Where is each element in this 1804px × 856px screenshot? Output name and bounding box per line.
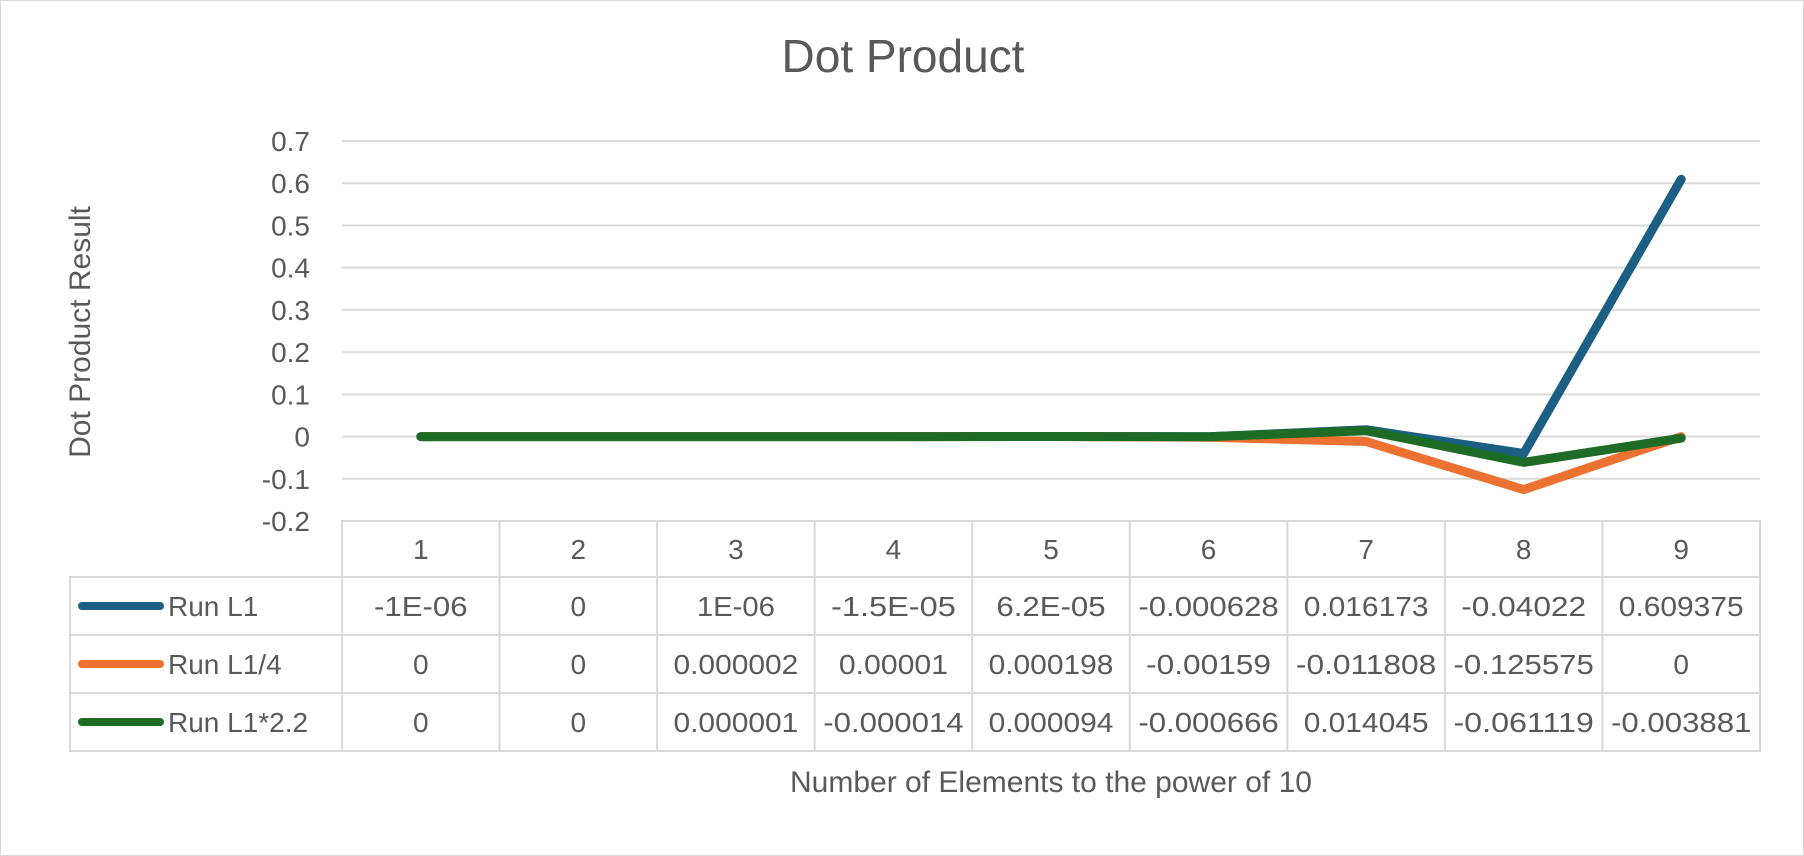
y-tick-label: -0.2 [262,506,310,537]
x-tick-label: 8 [1516,534,1532,565]
data-label: -1E-06 [374,591,468,622]
data-label: 0.000002 [673,649,798,680]
y-tick-label: 0.4 [271,253,310,284]
data-label: -0.003881 [1611,707,1751,738]
y-axis-title: Dot Product Result [64,205,97,457]
x-tick-label: 6 [1201,534,1217,565]
legend-label: Run L1*2.2 [168,707,308,738]
data-label: 0 [413,707,429,738]
data-label: -0.000666 [1138,707,1278,738]
data-label: 1E-06 [697,591,775,622]
data-label: -0.000014 [823,707,963,738]
data-label: 0.014045 [1304,707,1429,738]
x-axis-title: Number of Elements to the power of 10 [790,766,1312,799]
series-line [416,426,1686,467]
x-tick-label: 3 [728,534,744,565]
y-tick-label: 0.1 [271,379,310,410]
data-label: -1.5E-05 [831,591,956,622]
chart-title: Dot Product [782,30,1025,82]
x-tick-label: 9 [1673,534,1689,565]
x-tick-label: 1 [413,534,429,565]
y-tick-label: 0.2 [271,337,310,368]
data-label: 0.016173 [1304,591,1429,622]
y-tick-label: 0.5 [271,210,310,241]
y-tick-label: 0 [294,422,310,453]
x-tick-label: 5 [1043,534,1059,565]
data-label: 6.2E-05 [996,591,1105,622]
legend-label: Run L1 [168,591,258,622]
y-tick-label: -0.1 [262,464,310,495]
legend-label: Run L1/4 [168,649,282,680]
data-label: 0.000001 [673,707,798,738]
data-label: 0.00001 [839,649,948,680]
x-tick-label: 7 [1358,534,1374,565]
data-label: -0.000628 [1138,591,1278,622]
y-axis-ticks: 0.7 0.6 0.5 0.4 0.3 0.2 0.1 0 -0.1 -0.2 [262,126,310,537]
y-tick-label: 0.3 [271,295,310,326]
data-label: 0 [413,649,429,680]
data-label: -0.125575 [1453,649,1593,680]
data-label: -0.061119 [1453,707,1593,738]
data-label: -0.011808 [1296,649,1436,680]
data-label: 0 [571,591,587,622]
data-label: 0 [571,707,587,738]
x-tick-label: 4 [886,534,902,565]
data-label: 0 [1673,649,1689,680]
x-tick-label: 2 [571,534,587,565]
data-label: 0 [571,649,587,680]
data-table: 1 2 3 4 5 6 7 8 9 Run L1 -1E-06 0 1E-06 -1.5E-05 6.2E-… [69,520,1761,752]
gridlines [342,140,1760,522]
data-label: 0.609375 [1619,591,1744,622]
data-label: 0.000198 [989,649,1114,680]
data-label: -0.00159 [1146,649,1271,680]
series-lines [416,174,1686,495]
series-line [416,174,1686,458]
data-label: 0.000094 [989,707,1114,738]
data-label: -0.04022 [1461,591,1586,622]
y-tick-label: 0.7 [271,126,310,157]
y-tick-label: 0.6 [271,168,310,199]
